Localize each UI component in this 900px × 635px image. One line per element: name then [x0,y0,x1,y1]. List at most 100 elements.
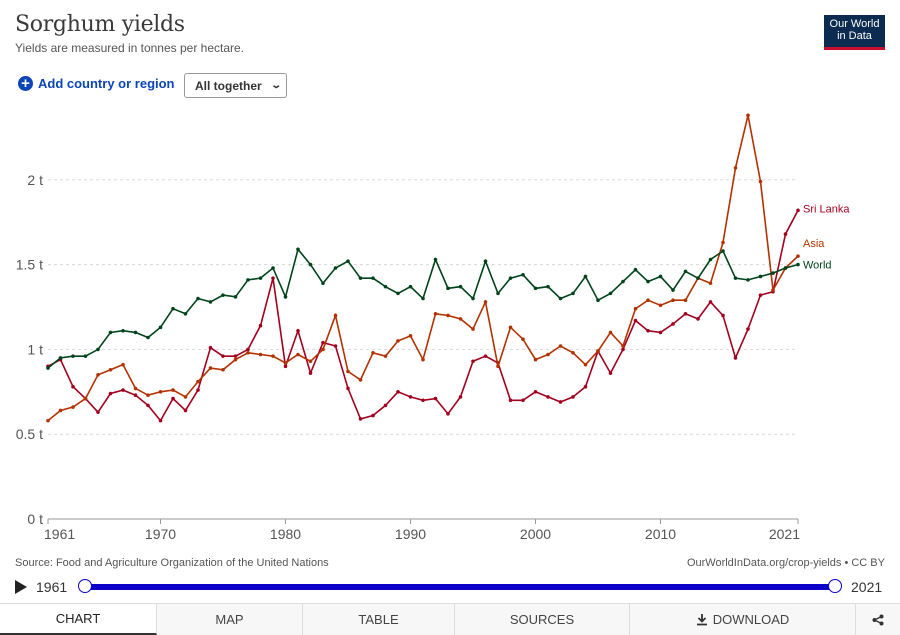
data-point [308,359,313,364]
data-point [571,291,575,296]
data-point [721,249,725,253]
data-point [133,386,138,391]
data-point [221,354,225,358]
data-point [658,274,663,279]
data-point [696,276,700,280]
timeline-track[interactable] [85,584,835,590]
data-point [446,313,450,318]
data-point [458,395,463,399]
tab-chart[interactable]: CHART [0,604,157,635]
facet-dropdown[interactable]: All together ⌄ [184,73,287,98]
data-point [546,395,550,399]
data-point [733,276,738,280]
play-icon[interactable] [15,580,27,594]
data-point [146,403,150,408]
data-point [83,396,88,401]
tab-map[interactable]: MAP [157,604,303,635]
data-point [596,298,600,303]
data-point [708,300,713,304]
data-point [758,293,763,297]
data-point [133,393,138,397]
data-point [208,300,213,304]
x-tick-label: 1970 [145,526,176,542]
data-point [283,364,288,369]
data-point [358,378,363,382]
data-point [58,408,63,413]
tab-sources[interactable]: SOURCES [455,604,630,635]
timeline-end-handle[interactable] [828,579,842,593]
data-point [271,276,275,280]
data-point [683,311,688,316]
data-point [733,166,738,170]
data-point [233,354,238,358]
data-point [583,362,588,367]
dropdown-value: All together [195,78,262,93]
add-country-button[interactable]: + Add country or region [18,76,175,91]
data-point [396,291,400,296]
data-point [783,266,788,270]
x-tick-label: 1961 [44,526,75,542]
tab-table-label: TABLE [358,612,399,627]
tab-sources-label: SOURCES [509,612,575,627]
data-point [558,296,563,301]
data-point [108,330,113,335]
data-point [621,279,625,284]
data-point [421,296,425,301]
data-point [508,325,513,330]
data-point [483,300,488,304]
data-point [371,413,375,418]
logo-line-2: in Data [837,30,872,42]
data-point [396,390,400,394]
timeline-start-label: 1961 [36,579,68,595]
data-point [621,347,625,352]
data-point [533,357,538,362]
data-point [96,410,100,414]
data-point [196,388,200,392]
data-point [608,330,613,335]
series-group [46,113,800,423]
data-point [158,418,163,423]
data-point [758,274,763,279]
x-tick-label: 1990 [395,526,426,542]
data-point [446,286,450,291]
data-point [433,257,438,262]
data-point [696,317,700,321]
data-point [233,295,238,299]
tab-table[interactable]: TABLE [303,604,455,635]
data-point [158,390,163,394]
data-point [271,266,275,270]
data-point [308,371,313,375]
y-tick-label: 0.5 t [16,426,43,442]
data-point [171,396,175,401]
data-point [246,350,250,355]
share-button[interactable] [856,604,900,635]
owid-logo[interactable]: Our World in Data [824,15,885,50]
data-point [633,318,638,323]
data-point [471,359,475,364]
data-point [283,361,288,365]
data-point [458,317,463,321]
y-tick-label: 1.5 t [16,257,43,273]
data-point [283,295,288,299]
data-point [646,328,650,333]
data-point [658,330,663,335]
line-chart: 0 t 0.5 t 1 t 1.5 t 2 t 1961 1970 1980 1990 2000… [16,113,850,542]
data-point [208,345,213,350]
data-point [108,391,113,396]
data-point [483,259,488,264]
data-point [346,259,350,264]
data-point [121,388,125,392]
download-icon [696,614,707,626]
data-point [296,247,300,252]
data-point [308,262,313,267]
data-point [396,339,400,343]
tab-download[interactable]: DOWNLOAD [630,604,856,635]
timeline-start-handle[interactable] [78,579,92,593]
series-labels: Sri Lanka Asia World [803,203,850,271]
license-link[interactable]: OurWorldInData.org/crop-yields • CC BY [686,557,885,569]
data-point [121,362,125,367]
data-point [671,322,675,326]
data-point [71,354,75,358]
data-point [71,405,75,409]
data-point [733,356,738,360]
